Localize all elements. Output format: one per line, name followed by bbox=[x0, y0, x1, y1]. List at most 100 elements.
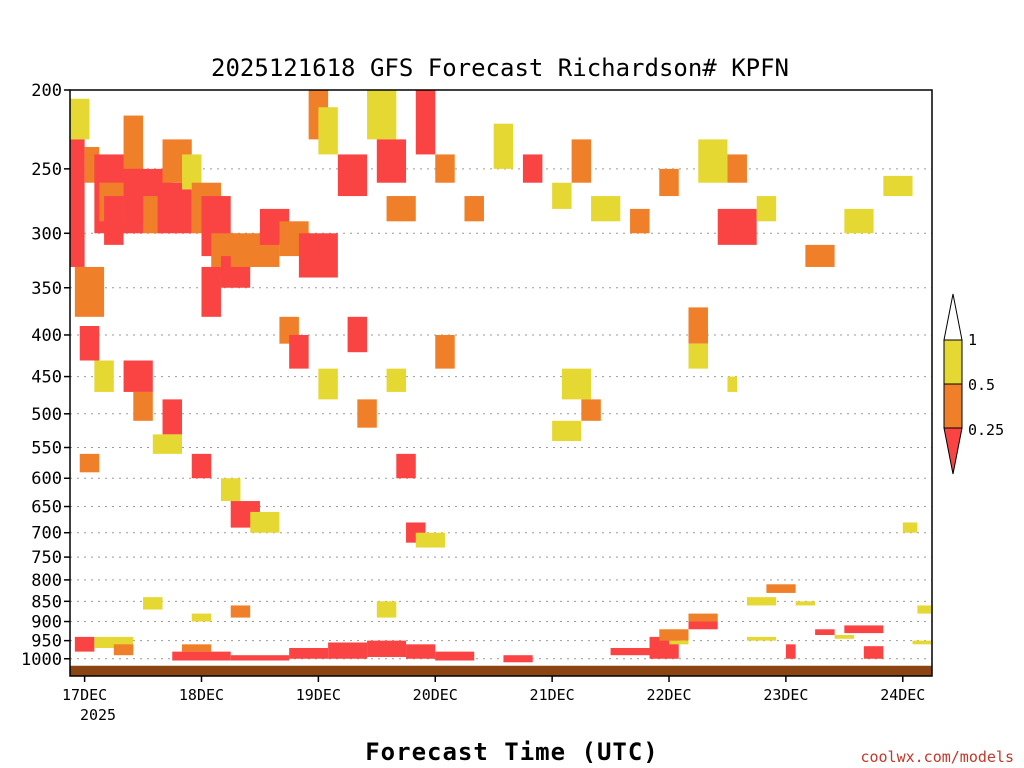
ri-cell bbox=[688, 343, 708, 369]
ri-cell bbox=[143, 597, 163, 610]
ri-cell bbox=[298, 233, 338, 278]
x-tick-label: 20DEC bbox=[413, 686, 458, 704]
ri-cell bbox=[669, 640, 689, 645]
plot-frame bbox=[69, 89, 933, 677]
x-tick-label: 23DEC bbox=[763, 686, 808, 704]
ri-cell bbox=[688, 621, 718, 630]
y-tick-label: 750 bbox=[31, 548, 62, 568]
ri-cell bbox=[415, 532, 445, 548]
ri-cell bbox=[152, 434, 183, 454]
ri-cell bbox=[191, 613, 212, 622]
ri-cell bbox=[727, 154, 747, 183]
ri-cell bbox=[386, 196, 416, 222]
y-tick-label: 700 bbox=[31, 524, 62, 544]
ri-cell bbox=[337, 154, 368, 197]
ri-cell bbox=[717, 208, 757, 245]
ri-cell bbox=[688, 307, 708, 344]
ri-cell bbox=[386, 368, 407, 392]
ri-cell bbox=[698, 139, 728, 183]
y-tick-label: 1000 bbox=[21, 650, 62, 670]
ri-cell bbox=[630, 208, 650, 234]
ri-cell bbox=[357, 399, 377, 428]
ri-cell bbox=[844, 208, 874, 234]
ri-cell bbox=[552, 420, 582, 442]
y-tick-label: 250 bbox=[31, 160, 62, 180]
ri-cell bbox=[552, 182, 572, 209]
y-tick-label: 850 bbox=[31, 592, 62, 612]
ri-cell bbox=[785, 644, 796, 659]
x-tick-label: 18DEC bbox=[179, 686, 224, 704]
ri-cell bbox=[902, 522, 918, 533]
ri-cell bbox=[435, 154, 455, 183]
ri-cell bbox=[415, 90, 436, 155]
ri-cell bbox=[74, 266, 105, 317]
y-tick-label: 350 bbox=[31, 279, 62, 299]
x-tick-label: 22DEC bbox=[646, 686, 691, 704]
ri-cell bbox=[805, 244, 835, 267]
ri-cell bbox=[406, 644, 436, 659]
ri-cell bbox=[230, 605, 251, 618]
chart-title: 2025121618 GFS Forecast Richardson# KPFN bbox=[211, 54, 789, 82]
x-tick-label: 19DEC bbox=[296, 686, 341, 704]
y-tick-label: 650 bbox=[31, 498, 62, 518]
ri-cell bbox=[581, 399, 601, 421]
ri-cell bbox=[113, 644, 134, 656]
x-axis-label: Forecast Time (UTC) bbox=[365, 738, 659, 766]
x-year-label: 2025 bbox=[80, 706, 116, 724]
ri-cell bbox=[376, 139, 407, 183]
ground-bar bbox=[70, 665, 932, 676]
legend-top-triangle bbox=[943, 293, 963, 341]
ri-cell bbox=[834, 635, 855, 639]
ri-cell bbox=[561, 368, 592, 400]
ri-cell bbox=[571, 139, 592, 183]
ri-cell bbox=[727, 376, 738, 392]
ri-cell bbox=[659, 168, 679, 197]
ri-cell bbox=[503, 655, 533, 663]
ri-cell bbox=[94, 636, 134, 648]
ri-cell bbox=[318, 107, 338, 155]
color-legend: 1 0.5 0.25 bbox=[943, 293, 1004, 475]
ri-cell bbox=[104, 196, 124, 245]
ri-cell bbox=[688, 613, 718, 622]
ri-cell bbox=[367, 640, 407, 657]
y-tick-label: 450 bbox=[31, 368, 62, 388]
ri-cell bbox=[70, 98, 90, 140]
x-tick-label: 17DEC bbox=[62, 686, 107, 704]
ri-cell bbox=[912, 640, 932, 645]
ri-cell bbox=[182, 154, 202, 190]
y-tick-label: 200 bbox=[31, 81, 62, 101]
y-tick-label: 800 bbox=[31, 571, 62, 591]
ri-cell bbox=[863, 646, 884, 659]
y-tick-label: 900 bbox=[31, 613, 62, 633]
ri-cell bbox=[367, 90, 397, 140]
y-tick-label: 400 bbox=[31, 326, 62, 346]
ri-cell bbox=[133, 391, 153, 421]
ri-cell bbox=[883, 175, 913, 197]
ri-cell bbox=[191, 453, 212, 479]
y-tick-label: 950 bbox=[31, 632, 62, 652]
legend-swatch-yellow bbox=[943, 339, 963, 385]
x-axis: 17DEC 18DEC 19DEC 20DEC 21DEC 22DEC 23DEC 24DEC bbox=[62, 676, 925, 704]
ri-cell bbox=[201, 266, 221, 317]
ri-cell bbox=[756, 196, 777, 222]
ri-cell bbox=[162, 399, 183, 435]
ri-cell bbox=[79, 453, 100, 473]
ri-cell bbox=[435, 651, 475, 661]
richardson-cells bbox=[70, 90, 932, 663]
ri-cell bbox=[250, 511, 280, 533]
ri-cell bbox=[328, 642, 368, 659]
ri-cell bbox=[289, 334, 309, 369]
y-tick-label: 300 bbox=[31, 224, 62, 244]
x-tick-label: 21DEC bbox=[530, 686, 575, 704]
ri-cell bbox=[844, 625, 884, 634]
credit-text: coolwx.com/models bbox=[860, 748, 1014, 766]
ri-cell bbox=[172, 651, 231, 661]
ri-cell bbox=[123, 360, 153, 392]
ri-cell bbox=[591, 196, 621, 222]
legend-label: 0.5 bbox=[968, 376, 995, 394]
y-axis: 200 250 300 350 400 450 500 550 600 650 700 750 8008… bbox=[21, 81, 70, 670]
ri-cell bbox=[230, 655, 290, 661]
ri-cell bbox=[493, 123, 514, 169]
ri-cell bbox=[746, 597, 777, 606]
